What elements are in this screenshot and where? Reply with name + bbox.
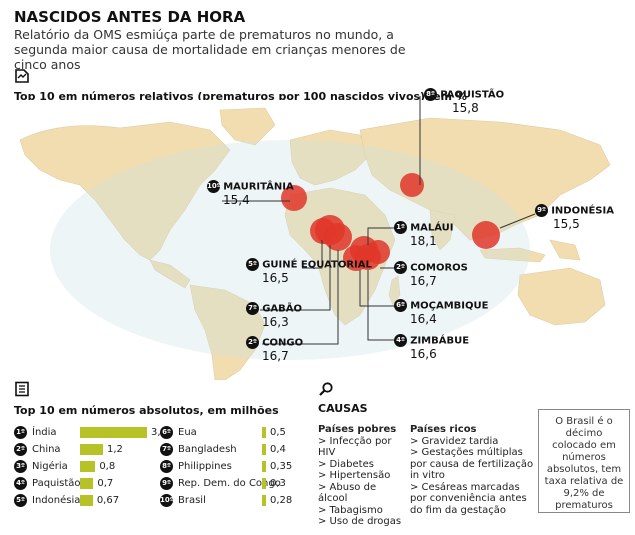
label-pakistan: 8º PAQUISTÃO 15,8 xyxy=(424,88,504,114)
chart-icon xyxy=(15,69,29,83)
page-subtitle: Relatório da OMS esmiúça parte de premat… xyxy=(14,27,406,72)
bar xyxy=(80,478,94,489)
bar xyxy=(262,495,266,506)
bubble-indonesia xyxy=(472,221,500,249)
label-zimbabwe: 4º ZIMBÁBUE 16,6 xyxy=(394,334,469,360)
leader-congo xyxy=(262,250,339,345)
rank-badge: 7º xyxy=(160,443,173,456)
bar-label: Indonésia xyxy=(32,495,81,506)
cause-item: > Gestações múltiplas por causa de ferti… xyxy=(410,447,534,481)
bar-value: 0,5 xyxy=(270,427,286,438)
bar-value: 0,35 xyxy=(270,461,293,472)
label-mauritania: 10º MAURITÂNIA 15,4 xyxy=(207,180,294,207)
bar-row: 3º Nigéria 0,8 xyxy=(14,459,164,475)
cause-item: > Gravidez tardia xyxy=(410,435,499,447)
causes-rich: Países ricos > Gravidez tardia > Gestaçõ… xyxy=(410,424,534,516)
label-equatorial-guinea: 5º GUINÉ EQUATORIAL 16,5 xyxy=(246,258,372,284)
bar-label: Rep. Dem. do Congo xyxy=(178,478,281,489)
rank-badge: 8º xyxy=(160,460,173,473)
bubble-congo xyxy=(324,223,352,251)
label-indonesia: 9º INDONÉSIA 15,5 xyxy=(535,204,614,230)
cause-item: > Infecção por HIV xyxy=(318,435,392,459)
rank-badge: 1º xyxy=(14,426,27,439)
rank-badge: 9º xyxy=(160,477,173,490)
bar xyxy=(262,427,266,438)
magnifier-icon xyxy=(319,382,333,396)
bar-label: Bangladesh xyxy=(178,444,237,455)
bar-value: 0,8 xyxy=(99,461,116,472)
bar xyxy=(80,444,103,455)
bar-value: 0,67 xyxy=(96,495,120,506)
causes-rich-title: Países ricos xyxy=(410,424,477,435)
document-icon xyxy=(15,381,29,397)
label-mozambique: 6º MOÇAMBIQUE 16,4 xyxy=(394,299,488,325)
leader-zimbabwe xyxy=(367,270,395,341)
rank-badge: 6º xyxy=(160,426,173,439)
page-title: NASCIDOS ANTES DA HORA xyxy=(14,8,246,26)
cause-item: > Tabagismo xyxy=(318,504,383,516)
causes-poor: Países pobres > Infecção por HIV > Diabe… xyxy=(318,424,408,528)
leader-malawi xyxy=(367,227,395,245)
cause-item: > Hipertensão xyxy=(318,470,391,481)
bar xyxy=(262,461,266,472)
bar-row: 5º Indonésia 0,67 xyxy=(14,493,164,509)
bar-row: 8º Philippines 0,35 xyxy=(160,459,310,475)
leader-mozambique xyxy=(359,270,395,307)
rank-badge: 10º xyxy=(160,494,174,507)
leader-lines xyxy=(222,96,536,345)
cause-item: > Cesáreas marcadas por conveniência ant… xyxy=(410,481,527,516)
bar-label: Eua xyxy=(178,427,197,438)
cause-item: > Abuso de álcool xyxy=(318,481,377,505)
bar-row: 7º Bangladesh 0,4 xyxy=(160,442,310,458)
bubble-mauritania xyxy=(281,185,307,211)
bar-value: 3,5 xyxy=(151,427,167,438)
bar-value: 0,3 xyxy=(270,478,286,489)
bar-label: China xyxy=(32,444,61,455)
rank-badge: 4º xyxy=(14,477,27,490)
bubble-pakistan xyxy=(400,173,424,197)
relative-heading: Top 10 em números relativos (prematuros … xyxy=(14,90,467,103)
leader-equatorial-guinea xyxy=(302,240,323,269)
rank-badge: 5º xyxy=(14,494,27,507)
bar-label: Brasil xyxy=(178,495,206,506)
bubble-layer xyxy=(222,96,536,345)
cause-item: > Diabetes xyxy=(318,458,374,470)
causes-poor-title: Países pobres xyxy=(318,424,397,435)
rank-badge: 2º xyxy=(14,443,27,456)
leader-gabon xyxy=(260,245,331,311)
bar xyxy=(80,495,93,506)
bar-label: Índia xyxy=(32,427,57,438)
bar-value: 0,7 xyxy=(97,478,114,489)
bar xyxy=(262,478,266,489)
bar-row: 10º Brasil 0,28 xyxy=(160,493,310,509)
label-malawi: 1º MALÁUI 18,1 xyxy=(394,221,454,247)
leader-indonesia xyxy=(499,213,536,229)
causes-heading: CAUSAS xyxy=(318,402,368,415)
bar xyxy=(80,461,96,472)
brazil-note: O Brasil é o décimo colocado em números … xyxy=(538,409,630,513)
absolute-heading: Top 10 em números absolutos, em milhões xyxy=(14,404,279,417)
bar-row: 6º Eua 0,5 xyxy=(160,425,310,441)
world-map xyxy=(0,100,635,380)
bar-value: 0,4 xyxy=(270,444,286,455)
label-gabon: 7º GABÃO 16,3 xyxy=(246,302,302,328)
label-congo: 2º CONGO 16,7 xyxy=(246,336,303,362)
rank-badge: 3º xyxy=(14,460,27,473)
bar-row: 4º Paquistão 0,7 xyxy=(14,476,164,492)
bar-value: 1,2 xyxy=(106,444,123,455)
label-comoros: 2º COMOROS 16,7 xyxy=(394,261,468,287)
bar-row: 2º China 1,2 xyxy=(14,442,164,458)
bar-label: Philippines xyxy=(178,461,232,472)
bar-row: 9º Rep. Dem. do Congo 0,3 xyxy=(160,476,310,492)
bubble-comoros xyxy=(366,240,390,264)
bar-label: Paquistão xyxy=(32,478,81,489)
bar-row: 1º Índia 3,5 xyxy=(14,425,167,441)
bar-value: 0,28 xyxy=(270,495,293,506)
bar xyxy=(80,427,147,438)
bar-label: Nigéria xyxy=(32,461,68,472)
bar xyxy=(262,444,266,455)
cause-item: > Uso de drogas xyxy=(318,516,402,527)
